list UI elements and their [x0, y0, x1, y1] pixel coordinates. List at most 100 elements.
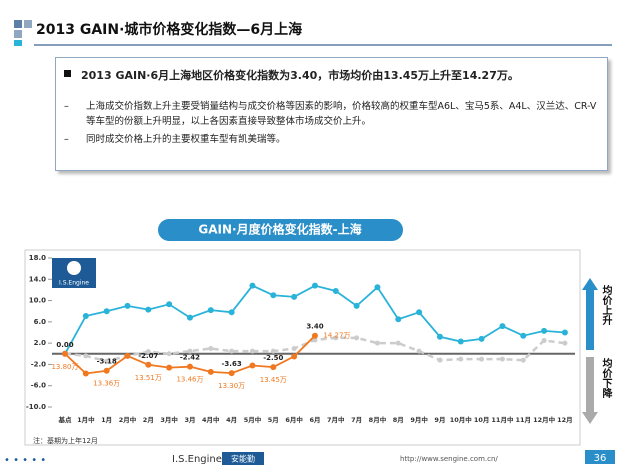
y-tick-label: 18.0: [29, 254, 46, 262]
x-tick-label: 12月中: [533, 415, 555, 424]
data-point: [457, 338, 464, 345]
footer-brand-box: [222, 452, 264, 465]
summary-lead-row: 2013 GAIN·6月上海地区价格变化指数为3.40，市场均价由13.45万上…: [64, 67, 597, 83]
data-point: [436, 333, 443, 340]
x-tick-label: 11月中: [491, 415, 513, 424]
summary-item-row: – 上海成交价指数上升主要受销量结构与成交价格等因素的影响，价格较高的权重车型A6…: [64, 101, 597, 127]
data-point: [228, 370, 235, 377]
header-icon: [24, 20, 32, 28]
x-tick-label: 7月: [351, 416, 362, 424]
data-point: [520, 332, 527, 339]
data-point: [311, 332, 318, 339]
value-label: 3.40: [306, 323, 323, 331]
data-point: [312, 337, 318, 343]
x-tick-label: 1月中: [77, 415, 95, 424]
data-point: [82, 370, 89, 377]
data-point: [249, 282, 256, 289]
summary-lead: 2013 GAIN·6月上海地区价格变化指数为3.40，市场均价由13.45万上…: [81, 69, 519, 82]
chart-frame: [24, 249, 581, 446]
data-point: [208, 345, 214, 351]
data-point: [416, 309, 423, 316]
data-point: [333, 335, 339, 341]
data-point: [541, 327, 548, 334]
data-point: [145, 349, 151, 355]
y-tick-label: -6.0: [31, 382, 46, 390]
page-box: [585, 450, 615, 464]
value-label: -2.07: [138, 352, 158, 360]
footer-url: http://www.sengine.com.cn/: [400, 455, 498, 463]
data-point: [541, 337, 547, 343]
data-point: [249, 362, 256, 369]
data-point: [228, 309, 235, 316]
x-tick-label: 8月中: [369, 415, 387, 424]
data-point: [291, 345, 297, 351]
logo-text: I.S.Engine: [59, 280, 89, 287]
chart-title: GAIN·月度价格变化指数-上海: [198, 222, 361, 237]
x-tick-label: 9月: [434, 416, 445, 424]
y-tick-label: 2.0: [34, 339, 47, 347]
x-tick-label: 9月中: [410, 415, 428, 424]
page-number: 36: [594, 453, 607, 464]
data-point: [520, 357, 526, 363]
footer-dots: • • • • •: [4, 455, 46, 466]
data-point: [270, 292, 277, 299]
value-label: -2.42: [180, 354, 200, 362]
data-point: [187, 348, 193, 354]
data-point: [62, 350, 68, 357]
data-point: [145, 361, 152, 368]
series-line: [64, 284, 565, 355]
price-label: 13.80万: [51, 363, 78, 371]
data-point: [145, 306, 152, 313]
x-tick-label: 6月: [309, 416, 320, 424]
up-label: 均价上升: [600, 284, 612, 326]
header-icon: [14, 40, 22, 46]
x-tick-label: 7月中: [327, 415, 345, 424]
y-tick-label: 14.0: [29, 275, 46, 283]
chart-title-pill: [158, 219, 403, 241]
data-point: [124, 352, 131, 359]
data-point: [166, 351, 172, 357]
summary-item: 上海成交价指数上升主要受销量结构与成交价格等因素的影响，价格较高的权重车型A6L…: [86, 101, 597, 127]
y-tick-label: -10.0: [26, 403, 46, 411]
footer-brand: I.S.Engine: [172, 454, 222, 465]
data-point: [207, 307, 214, 314]
header-icon: [14, 30, 22, 38]
data-point: [124, 302, 131, 309]
data-point: [166, 301, 173, 308]
price-label: 13.36万: [93, 380, 120, 388]
x-tick-label: 10月: [474, 416, 490, 424]
header-title: 2013 GAIN·城市价格变化指数—6月上海: [36, 21, 302, 38]
down-label: 均价下降: [600, 357, 612, 399]
data-point: [311, 282, 318, 289]
data-point: [270, 364, 277, 371]
summary-item-row: – 同时成交价格上升的主要权重车型有凯美瑞等。: [64, 134, 286, 145]
data-point: [458, 356, 464, 362]
summary-item: 同时成交价格上升的主要权重车型有凯美瑞等。: [86, 134, 286, 145]
value-label: -3.18: [97, 358, 117, 366]
data-point: [291, 353, 298, 360]
data-point: [353, 302, 360, 309]
data-point: [562, 340, 568, 346]
data-point: [82, 313, 89, 320]
data-point: [83, 353, 89, 359]
summary-box: 2013 GAIN·6月上海地区价格变化指数为3.40，市场均价由13.45万上…: [55, 57, 608, 171]
data-point: [499, 356, 505, 362]
x-tick-label: 3月: [184, 416, 195, 424]
x-tick-label: 基点: [58, 415, 73, 424]
data-point: [561, 329, 568, 336]
header-icon: [14, 20, 22, 28]
x-tick-label: 10月中: [450, 415, 472, 424]
data-point: [207, 368, 214, 375]
data-point: [374, 284, 381, 291]
price-label: 13.45万: [260, 376, 287, 384]
data-point: [478, 335, 485, 342]
x-tick-label: 4月中: [202, 415, 220, 424]
data-point: [479, 356, 485, 362]
value-label: -2.50: [263, 354, 283, 362]
x-tick-label: 12月: [557, 416, 573, 424]
data-point: [291, 293, 298, 300]
price-label: 13.51万: [135, 374, 162, 382]
x-tick-label: 8月: [393, 416, 404, 424]
data-point: [186, 314, 193, 321]
